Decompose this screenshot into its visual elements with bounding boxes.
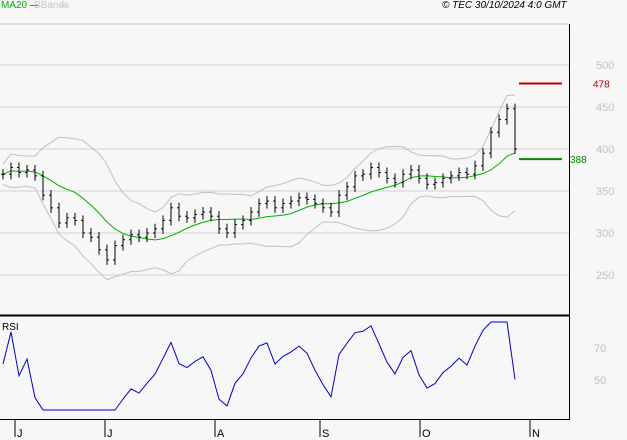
x-tick-label: O (422, 428, 431, 440)
bollinger-upper (2, 94, 516, 213)
bollinger-lower (2, 183, 516, 281)
rsi-tick-label: 50 (594, 375, 606, 387)
y-tick-label: 350 (596, 186, 614, 198)
y-tick-label: 300 (596, 228, 614, 240)
ma20-line (2, 152, 516, 241)
copyright: © TEC 30/10/2024 4:0 GMT (442, 0, 567, 11)
x-tick-label: J (107, 428, 113, 440)
x-tick-label: J (17, 428, 23, 440)
y-tick-label: 450 (596, 102, 614, 114)
y-tick-label: 250 (596, 270, 614, 282)
level-label: 388 (570, 155, 587, 166)
legend-bbands-swatch (60, 5, 68, 6)
rsi-line (2, 321, 516, 411)
legend-bbands: BBands (34, 0, 70, 11)
x-tick-label: N (532, 428, 540, 440)
rsi-tick-label: 70 (594, 343, 606, 355)
x-tick-label: S (322, 428, 329, 440)
y-tick-label: 400 (596, 144, 614, 156)
legend-ma20: MA20 (1, 0, 28, 11)
legend-ma20-swatch (30, 5, 38, 6)
y-tick-label: 500 (596, 60, 614, 72)
x-tick-label: A (217, 428, 225, 440)
rsi-label: RSI (2, 322, 19, 333)
level-label: 478 (593, 79, 610, 90)
